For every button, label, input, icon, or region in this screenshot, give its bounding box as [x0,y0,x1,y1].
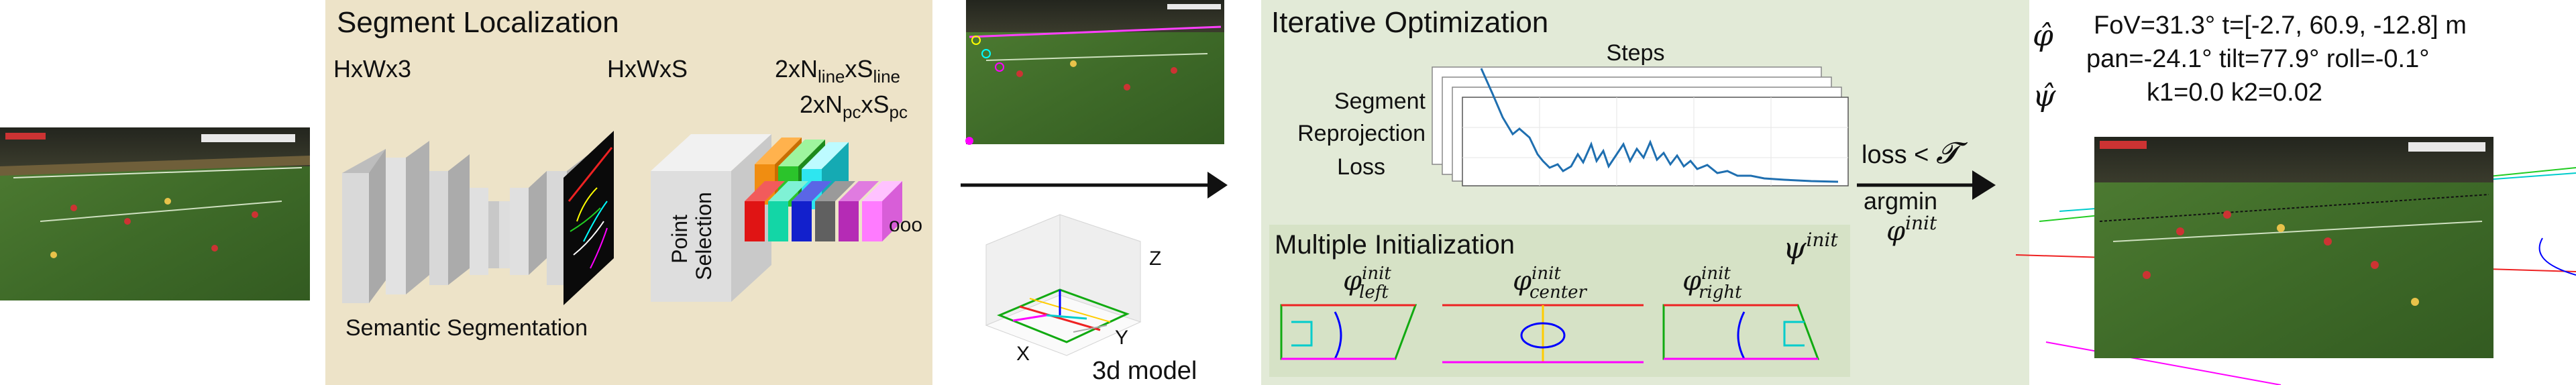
semantic-segmentation-label: Semantic Segmentation [345,315,588,341]
axis-x-label: X [1016,343,1030,365]
svg-text:φinit: φinit [1886,212,1937,247]
multiple-initialization-panel: Multiple Initialization ψinit φinit left… [1269,225,1850,377]
argmin-phi-init: φinit [1886,212,1937,247]
pc-dim-label: 2xNpcxSpc [800,91,908,122]
loss-plot-stack [1432,66,1849,186]
loss-label-line2: Reprojection [1297,121,1426,146]
svg-text:ψinit: ψinit [1783,229,1838,266]
init-left: φinit left [1280,264,1417,360]
arrow-right-icon [1208,172,1228,199]
multiple-initialization-title: Multiple Initialization [1275,230,1515,260]
point-selection-block: Point Selection [651,134,771,302]
steps-label: Steps [1607,40,1665,66]
argmin-label: argmin [1864,187,1937,215]
ellipsis-label: ooo [889,214,922,236]
phi-hat-label: φ̂ [2033,19,2053,53]
result-frame-image [2094,137,2493,358]
output-frame-image [965,0,1224,145]
result-line3: k1=0.0 k2=0.02 [2147,78,2322,107]
svg-text:φinit: φinit [1343,264,1391,296]
axis-y-label: Y [1115,327,1128,349]
arrow-right-icon [1972,170,1996,200]
psi-hat-label: ψ̂ [2033,79,2056,113]
seg-dim-label: HxWxS [607,55,688,82]
pitch-3d-plot: Z Y X [985,214,1161,365]
svg-text:right: right [1699,282,1742,302]
result-line1: FoV=31.3° t=[-2.7, 60.9, -12.8] m [2094,11,2467,40]
loss-curve [1480,68,1839,183]
result-panel: φ̂ ψ̂ FoV=31.3° t=[-2.7, 60.9, -12.8] m … [2015,11,2576,385]
svg-text:left: left [1359,282,1389,302]
input-dim-label: HxWx3 [333,55,411,82]
svg-text:loss < 𝓣: loss < 𝓣 [1862,136,1968,170]
line-dim-label: 2xNlinexSline [775,55,900,87]
input-frame-image [0,127,310,300]
svg-text:φinit: φinit [1682,264,1731,296]
iterative-optimization-panel: Iterative Optimization Steps Segment Rep… [1261,0,2029,385]
segmentation-output-map [564,131,614,305]
loss-label-line3: Loss [1337,154,1385,180]
loss-label-line1: Segment [1334,89,1426,114]
iterative-optimization-title: Iterative Optimization [1271,6,1548,39]
result-line2: pan=-24.1° tilt=77.9° roll=-0.1° [2086,45,2429,73]
channel-stack [745,138,902,241]
svg-text:2xNpcxSpc: 2xNpcxSpc [800,91,908,122]
stopping-condition: loss < 𝓣 [1862,136,1968,170]
svg-text:φinit: φinit [1513,264,1561,296]
segment-localization-panel: Segment Localization HxWx3 HxWxS 2xNline… [325,0,932,385]
svg-text:center: center [1529,282,1588,302]
segment-localization-title: Segment Localization [337,6,619,39]
axis-z-label: Z [1149,248,1161,270]
init-center: φinit center [1442,264,1644,364]
encoder-stack [342,141,587,303]
init-right: φinit right [1662,264,1820,360]
psi-init-label: ψinit [1783,229,1838,266]
model3d-label: 3d model [1092,357,1197,385]
point-selection-label: Point Selection [667,192,716,280]
svg-text:2xNlinexSline: 2xNlinexSline [775,55,900,87]
